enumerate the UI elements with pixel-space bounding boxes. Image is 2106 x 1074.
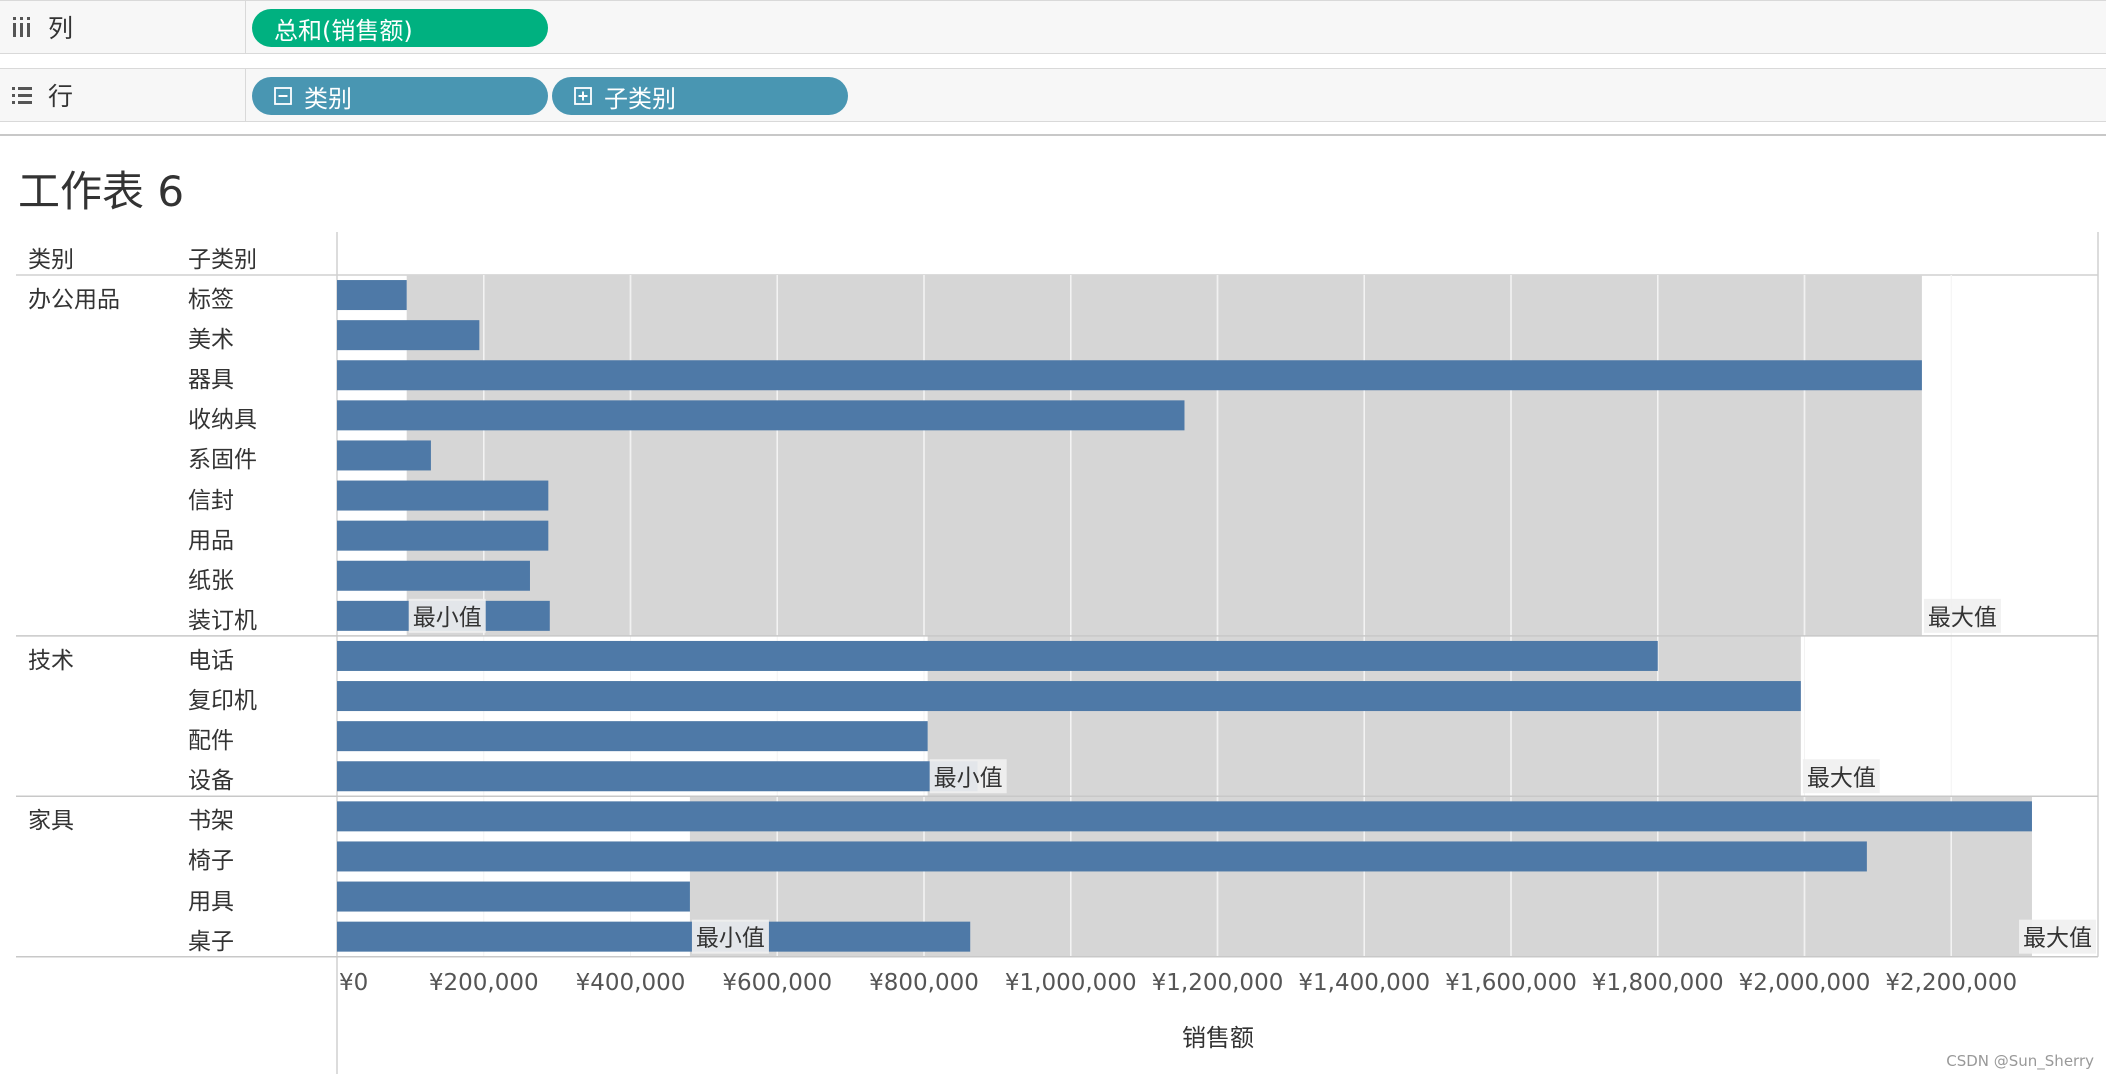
sheet-title: 工作表 6 [18, 167, 185, 216]
reference-label-bg [408, 598, 486, 633]
subcategory-label: 椅子 [188, 848, 234, 875]
reference-label-bg [1802, 759, 1880, 794]
x-tick-label: ¥200,000 [428, 970, 539, 996]
reference-min-label: 最小值 [934, 765, 1003, 791]
x-tick-label: ¥600,000 [722, 970, 833, 996]
subcategory-label: 用品 [188, 527, 234, 554]
subcategory-label: 电话 [188, 647, 234, 674]
columns-shelf-label: 列 [0, 1, 246, 53]
measure-pill-sum-sales[interactable]: 总和(销售额) [252, 9, 548, 47]
measure-pill-text: 总和(销售额) [274, 16, 413, 45]
reference-label-bg [2019, 919, 2096, 954]
rows-icon [12, 87, 32, 104]
reference-min-label: 最小值 [413, 605, 482, 631]
bar [337, 841, 1867, 872]
subcategory-label: 收纳具 [188, 407, 257, 434]
subcategory-label: 美术 [188, 327, 234, 354]
bar [337, 480, 549, 511]
bar [337, 681, 1801, 712]
reference-band [406, 275, 1922, 636]
x-tick-label: ¥800,000 [869, 970, 979, 996]
reference-max-label: 最大值 [1928, 605, 1997, 631]
subcategory-pill-text: 子类别 [604, 84, 676, 113]
columns-label-text: 列 [48, 14, 74, 43]
bar [337, 440, 431, 471]
subcategory-header: 子类别 [188, 247, 257, 273]
subcategory-label: 配件 [188, 728, 234, 755]
dimension-pill-category[interactable]: 类别 [252, 77, 548, 115]
category-header: 类别 [28, 247, 74, 273]
bar [337, 881, 690, 912]
category-pill-text: 类别 [304, 84, 352, 113]
bar [337, 520, 549, 551]
bar [337, 921, 971, 952]
reference-max-label: 最大值 [1807, 765, 1876, 791]
subcategory-label: 桌子 [188, 928, 234, 955]
x-tick-label: ¥0 [339, 970, 369, 996]
subcategory-label: 信封 [188, 487, 234, 514]
x-tick-label: ¥400,000 [575, 970, 686, 996]
bar [337, 400, 1185, 431]
columns-shelf: 列 总和(销售额) [0, 0, 2106, 54]
bar [337, 761, 978, 792]
reference-label-bg [1923, 598, 2001, 633]
x-tick-label: ¥1,000,000 [1004, 970, 1137, 996]
shelf-divider [0, 134, 2106, 136]
watermark: CSDN @Sun_Sherry [1946, 1052, 2094, 1070]
subcategory-label: 书架 [188, 808, 234, 835]
bar [337, 560, 530, 591]
bar [337, 801, 2032, 832]
reference-max-label: 最大值 [2023, 926, 2092, 952]
bar [337, 360, 1922, 391]
x-tick-label: ¥1,200,000 [1151, 970, 1284, 996]
x-tick-label: ¥1,400,000 [1298, 970, 1431, 996]
reference-min-label: 最小值 [696, 926, 765, 952]
x-tick-label: ¥1,800,000 [1591, 970, 1724, 996]
subcategory-label: 复印机 [188, 688, 257, 714]
reference-label-bg [691, 919, 769, 954]
subcategory-label: 标签 [188, 287, 234, 313]
plus-box-icon[interactable] [574, 87, 592, 105]
bar [337, 640, 1658, 671]
x-tick-label: ¥1,600,000 [1445, 970, 1577, 996]
x-tick-label: ¥2,000,000 [1738, 970, 1871, 996]
bar [337, 280, 407, 311]
subcategory-label: 装订机 [188, 607, 257, 634]
columns-icon [13, 17, 30, 37]
minus-box-icon[interactable] [274, 87, 292, 105]
x-axis-title: 销售额 [1182, 1024, 1254, 1052]
rows-shelf-label: 行 [0, 69, 246, 121]
subcategory-label: 系固件 [188, 447, 257, 474]
subcategory-label: 设备 [188, 768, 234, 795]
bar [337, 721, 928, 752]
subcategory-label: 用具 [188, 888, 234, 915]
rows-shelf: 行 类别 子类别 [0, 68, 2106, 122]
subcategory-label: 纸张 [188, 567, 234, 594]
x-tick-label: ¥2,200,000 [1885, 970, 2018, 996]
reference-label-bg [929, 759, 1007, 794]
bar [337, 320, 480, 351]
category-label: 家具 [28, 808, 74, 835]
category-label: 技术 [28, 647, 74, 674]
rows-label-text: 行 [48, 82, 74, 111]
subcategory-label: 器具 [188, 367, 234, 394]
dimension-pill-subcategory[interactable]: 子类别 [552, 77, 848, 115]
category-label: 办公用品 [28, 287, 120, 313]
